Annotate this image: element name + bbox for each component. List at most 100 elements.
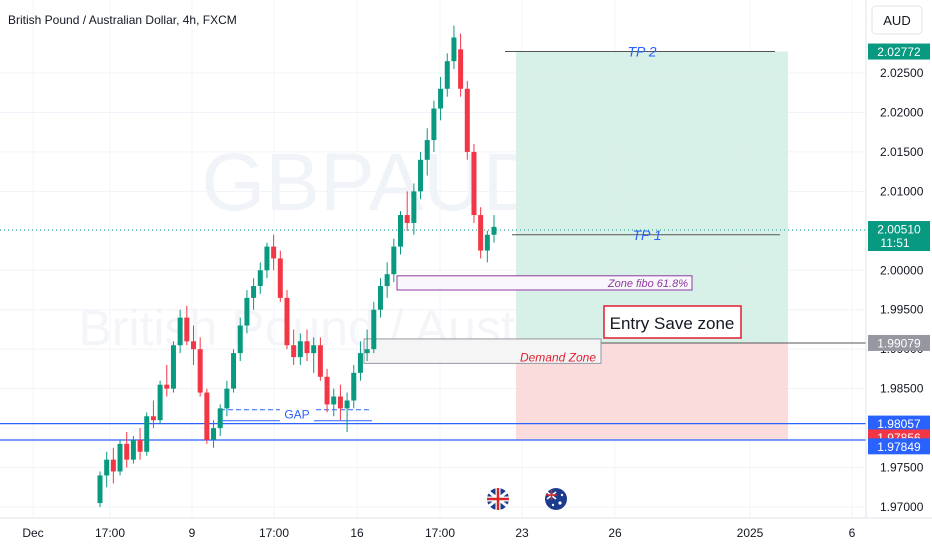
line3-price-tag: 1.97849 (877, 440, 921, 454)
price-tick-label: 1.98500 (880, 382, 924, 396)
gap-label: GAP (284, 408, 309, 422)
price-tick-label: 1.97000 (880, 500, 924, 514)
candle-body (398, 215, 404, 247)
entry-zone-label: Entry Save zone (610, 314, 735, 333)
candle-body (297, 341, 303, 358)
current-price-tag: 2.00510 (877, 223, 921, 237)
currency-label: AUD (883, 13, 910, 28)
price-tick-label: 2.00000 (880, 263, 924, 277)
entry-price-tag-bg (868, 334, 930, 351)
candle-body (130, 439, 136, 460)
time-axis[interactable]: Dec 17:00 9 17:00 16 17:00 23 26 2025 6 (22, 526, 855, 540)
tp1-label: TP 1 (632, 227, 661, 243)
candle-body (197, 349, 203, 393)
candle-body (371, 309, 377, 350)
candles (97, 25, 497, 507)
candle-body (284, 297, 290, 346)
currency-button[interactable]: AUD (871, 5, 923, 35)
candle-body (317, 345, 323, 377)
candle-body (424, 140, 430, 160)
time-tick-label: 16 (350, 526, 364, 540)
candle-body (291, 345, 297, 358)
candle-body (311, 345, 317, 354)
time-tick-label: 23 (515, 526, 529, 540)
candle-body (231, 353, 237, 389)
candle-body (331, 396, 337, 405)
candle-body (257, 270, 263, 287)
gbp-flag-icon[interactable] (487, 488, 509, 510)
candle-body (471, 151, 477, 216)
candle-body (97, 475, 103, 504)
time-tick-label: 17:00 (425, 526, 455, 540)
bar-countdown: 11:51 (880, 236, 909, 250)
candle-body (104, 459, 110, 476)
tp2-label: TP 2 (627, 44, 656, 60)
line1-price-tag: 1.98057 (877, 417, 921, 431)
candle-body (177, 317, 183, 346)
candle-body (438, 88, 444, 109)
chart-title: British Pound / Australian Dollar, 4h, F… (8, 13, 237, 27)
candle-body (217, 408, 223, 429)
candle-body (277, 258, 283, 298)
entry-price-tag: 1.99079 (877, 336, 921, 350)
candle-body (357, 353, 363, 373)
price-tick-label: 2.01500 (880, 145, 924, 159)
time-tick-label: 2025 (737, 526, 764, 540)
candle-body (411, 191, 417, 223)
fibo-zone-label: Zone fibo 61.8% (607, 278, 688, 290)
candle-body (150, 416, 156, 421)
fibo-zone-box (396, 275, 693, 291)
candle-body (164, 384, 170, 389)
candle-body (170, 345, 176, 389)
candle-body (344, 400, 350, 409)
candle-body (144, 416, 150, 452)
price-tick-label: 2.01000 (880, 184, 924, 198)
aud-flag-icon[interactable] (545, 488, 567, 510)
time-tick-label: Dec (22, 526, 43, 540)
time-tick-label: 6 (849, 526, 856, 540)
candle-body (184, 317, 190, 342)
candle-body (484, 234, 490, 251)
candle-body (237, 325, 243, 354)
candle-body (377, 286, 383, 310)
candle-body (251, 286, 257, 298)
candle-body (117, 443, 123, 472)
price-tags: 2.027721.990791.980571.978561.978492.005… (868, 43, 930, 455)
time-tick-label: 17:00 (259, 526, 289, 540)
candle-body (351, 372, 357, 401)
candle-body (364, 349, 370, 354)
tp2-price-tag-bg (868, 43, 930, 60)
candle-body (337, 396, 343, 409)
candle-body (404, 215, 410, 223)
candle-body (391, 246, 397, 275)
current-price-tag-bg (868, 221, 930, 252)
candle-body (204, 392, 210, 440)
candle-body (444, 61, 450, 89)
candle-body (271, 246, 277, 259)
candle-body (137, 439, 143, 452)
price-tick-label: 2.02000 (880, 105, 924, 119)
price-tick-label: 1.99500 (880, 303, 924, 317)
annotations: TP 2 TP 1 Zone fibo 61.8% Entry Save zone De… (280, 44, 742, 422)
candle-body (491, 226, 497, 235)
candle-body (211, 428, 217, 440)
candle-body (478, 215, 484, 251)
candle-body (458, 49, 464, 89)
candle-body (384, 274, 390, 287)
candle-body (244, 297, 250, 326)
entry-zone-box (603, 305, 742, 339)
candle-body (324, 376, 330, 405)
candle-body (124, 443, 130, 460)
line3-price-tag-bg (868, 438, 930, 455)
candle-body (418, 159, 424, 192)
candle-body (264, 246, 270, 271)
demand-zone-box (363, 338, 602, 364)
line1-price-tag-bg (868, 415, 930, 432)
candle-body (190, 341, 196, 350)
candle-body (431, 108, 437, 141)
position-zones (0, 51, 866, 441)
gap-label-bg (280, 407, 314, 422)
candle-body (304, 341, 310, 354)
time-tick-label: 26 (608, 526, 622, 540)
